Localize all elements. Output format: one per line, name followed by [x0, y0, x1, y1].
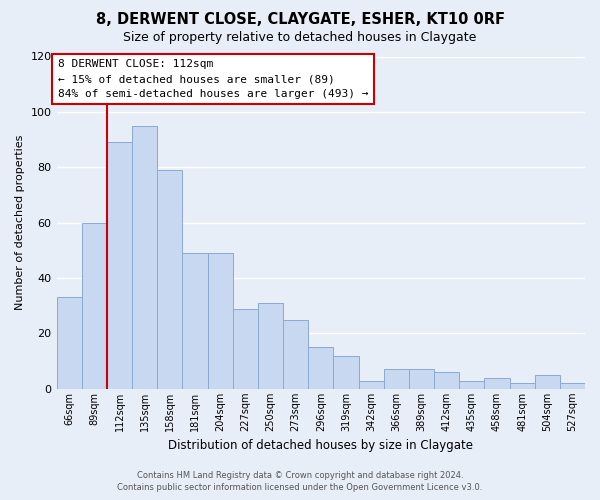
- Text: Size of property relative to detached houses in Claygate: Size of property relative to detached ho…: [124, 31, 476, 44]
- Bar: [484, 378, 509, 389]
- Bar: [107, 142, 132, 389]
- Bar: [82, 222, 107, 389]
- Bar: [334, 356, 359, 389]
- Bar: [434, 372, 459, 389]
- X-axis label: Distribution of detached houses by size in Claygate: Distribution of detached houses by size …: [168, 440, 473, 452]
- Bar: [535, 375, 560, 389]
- Bar: [383, 370, 409, 389]
- Y-axis label: Number of detached properties: Number of detached properties: [15, 135, 25, 310]
- Bar: [258, 303, 283, 389]
- Bar: [233, 308, 258, 389]
- Bar: [182, 253, 208, 389]
- Text: 8, DERWENT CLOSE, CLAYGATE, ESHER, KT10 0RF: 8, DERWENT CLOSE, CLAYGATE, ESHER, KT10 …: [95, 12, 505, 28]
- Bar: [359, 380, 383, 389]
- Text: Contains HM Land Registry data © Crown copyright and database right 2024.
Contai: Contains HM Land Registry data © Crown c…: [118, 471, 482, 492]
- Bar: [459, 380, 484, 389]
- Bar: [308, 348, 334, 389]
- Bar: [132, 126, 157, 389]
- Text: 8 DERWENT CLOSE: 112sqm
← 15% of detached houses are smaller (89)
84% of semi-de: 8 DERWENT CLOSE: 112sqm ← 15% of detache…: [58, 60, 368, 99]
- Bar: [560, 384, 585, 389]
- Bar: [509, 384, 535, 389]
- Bar: [56, 298, 82, 389]
- Bar: [283, 320, 308, 389]
- Bar: [409, 370, 434, 389]
- Bar: [208, 253, 233, 389]
- Bar: [157, 170, 182, 389]
